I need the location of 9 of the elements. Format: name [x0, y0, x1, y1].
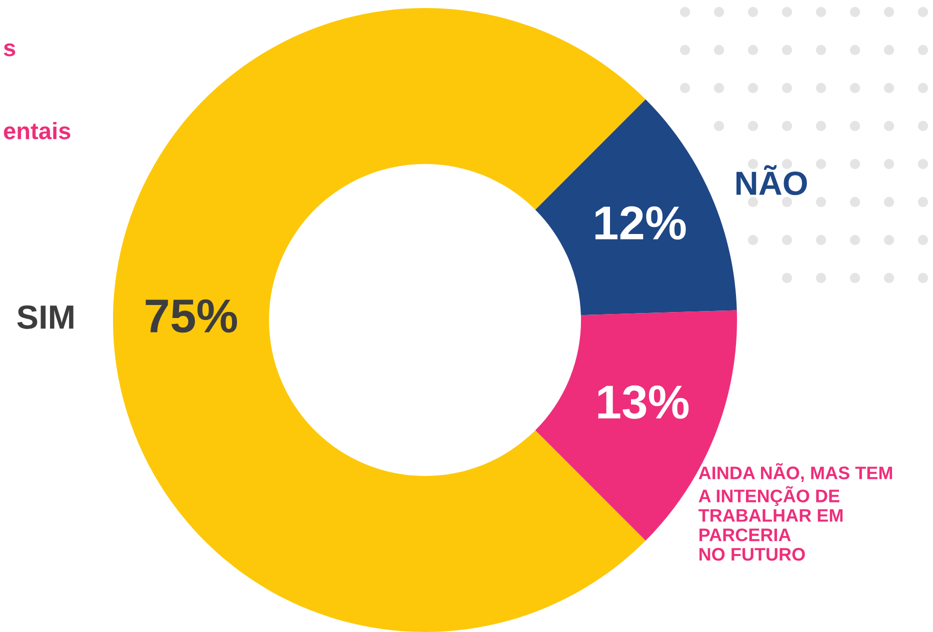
data-label: 12%	[595, 206, 686, 240]
slice-label: SIM	[17, 305, 74, 329]
data-label: 13%	[598, 385, 689, 419]
donut-slice	[535, 99, 737, 316]
data-label: 75%	[146, 299, 238, 333]
text: s	[4, 43, 16, 56]
text: entais	[4, 122, 70, 140]
slice-label: AINDA NÃO, MAS TEM A INTENÇÃO DE TRABALHAR EM PARCERIA NO FUTURO	[698, 463, 892, 561]
slice-label: NÃO	[736, 165, 807, 196]
